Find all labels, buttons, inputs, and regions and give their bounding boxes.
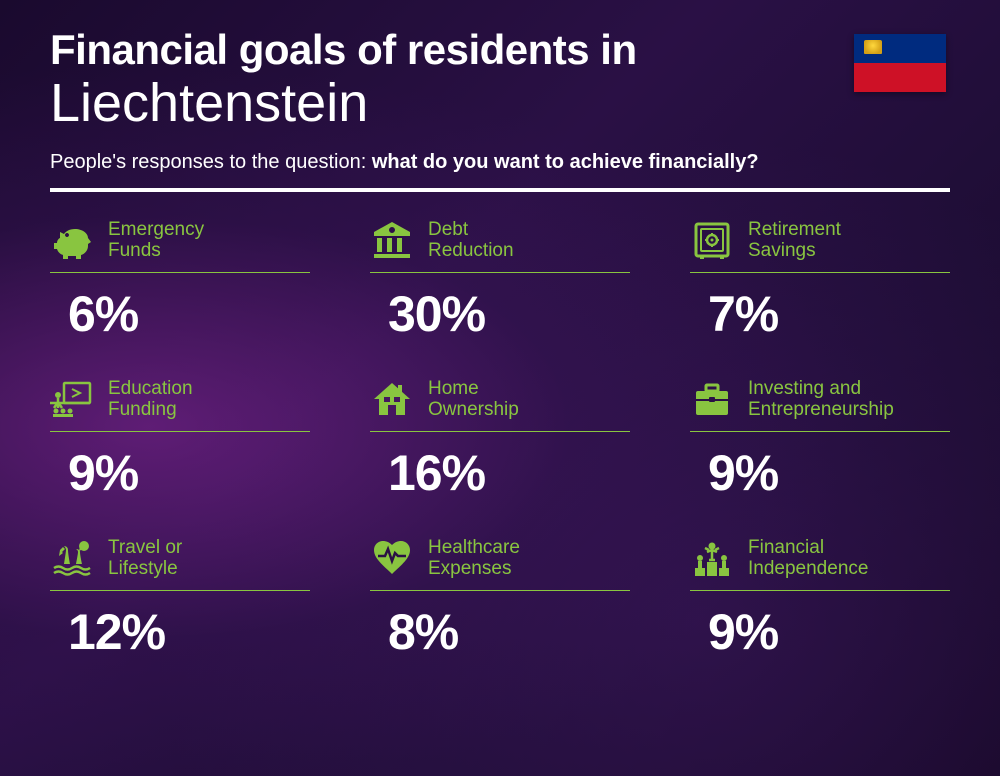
stat-label: Investing and Entrepreneurship xyxy=(748,378,894,422)
stat-cell: Travel or Lifestyle 12% xyxy=(50,536,310,661)
subtitle: People's responses to the question: what… xyxy=(50,151,950,174)
stat-header: Healthcare Expenses xyxy=(370,536,630,591)
stat-label-line2: Savings xyxy=(748,240,816,261)
stat-header: Emergency Funds xyxy=(50,218,310,273)
divider xyxy=(50,188,950,192)
stats-grid: Emergency Funds 6% Debt Reduction 30% Re… xyxy=(50,218,950,661)
bank-icon xyxy=(370,218,414,262)
flag-liechtenstein xyxy=(854,34,946,92)
piggy-bank-icon xyxy=(50,218,94,262)
stat-header: Financial Independence xyxy=(690,536,950,591)
stat-cell: Debt Reduction 30% xyxy=(370,218,630,343)
stat-value: 9% xyxy=(68,444,310,502)
healthcare-icon xyxy=(370,536,414,580)
stat-value: 9% xyxy=(708,603,950,661)
flag-bottom-stripe xyxy=(854,63,946,92)
stat-cell: Home Ownership 16% xyxy=(370,377,630,502)
stat-label-line1: Travel or xyxy=(108,537,182,558)
stat-header: Investing and Entrepreneurship xyxy=(690,377,950,432)
travel-icon xyxy=(50,536,94,580)
stat-cell: Investing and Entrepreneurship 9% xyxy=(690,377,950,502)
safe-icon xyxy=(690,218,734,262)
stat-label-line1: Healthcare xyxy=(428,537,520,558)
stat-value: 12% xyxy=(68,603,310,661)
education-icon xyxy=(50,377,94,421)
stat-label-line1: Retirement xyxy=(748,219,841,240)
stat-header: Education Funding xyxy=(50,377,310,432)
stat-value: 30% xyxy=(388,285,630,343)
subtitle-question: what do you want to achieve financially? xyxy=(372,151,759,173)
stat-label-line2: Independence xyxy=(748,558,868,579)
stat-cell: Education Funding 9% xyxy=(50,377,310,502)
stat-label-line1: Home xyxy=(428,378,479,399)
stat-label-line2: Entrepreneurship xyxy=(748,399,894,420)
header: Financial goals of residents in Liechten… xyxy=(50,28,950,133)
stat-cell: Healthcare Expenses 8% xyxy=(370,536,630,661)
subtitle-prefix: People's responses to the question: xyxy=(50,151,372,173)
stat-cell: Emergency Funds 6% xyxy=(50,218,310,343)
stat-label: Debt Reduction xyxy=(428,219,514,263)
flag-crown-icon xyxy=(864,40,882,54)
independence-icon xyxy=(690,536,734,580)
stat-value: 16% xyxy=(388,444,630,502)
stat-label-line2: Expenses xyxy=(428,558,511,579)
stat-label: Travel or Lifestyle xyxy=(108,537,182,581)
stat-label: Emergency Funds xyxy=(108,219,204,263)
stat-header: Retirement Savings xyxy=(690,218,950,273)
stat-label-line1: Education xyxy=(108,378,193,399)
flag-top-stripe xyxy=(854,34,946,63)
stat-label-line2: Funding xyxy=(108,399,177,420)
stat-cell: Retirement Savings 7% xyxy=(690,218,950,343)
title-block: Financial goals of residents in Liechten… xyxy=(50,28,854,133)
stat-label-line2: Funds xyxy=(108,240,161,261)
stat-label: Healthcare Expenses xyxy=(428,537,520,581)
stat-label-line1: Investing and xyxy=(748,378,861,399)
stat-label-line1: Financial xyxy=(748,537,824,558)
stat-label-line2: Ownership xyxy=(428,399,519,420)
stat-label: Financial Independence xyxy=(748,537,868,581)
briefcase-icon xyxy=(690,377,734,421)
stat-label: Education Funding xyxy=(108,378,193,422)
title-line-1: Financial goals of residents in xyxy=(50,28,854,72)
stat-value: 7% xyxy=(708,285,950,343)
stat-header: Home Ownership xyxy=(370,377,630,432)
stat-label-line2: Lifestyle xyxy=(108,558,178,579)
stat-label-line2: Reduction xyxy=(428,240,514,261)
stat-label-line1: Emergency xyxy=(108,219,204,240)
stat-label: Home Ownership xyxy=(428,378,519,422)
stat-label: Retirement Savings xyxy=(748,219,841,263)
stat-header: Debt Reduction xyxy=(370,218,630,273)
title-line-2: Liechtenstein xyxy=(50,74,854,133)
stat-value: 9% xyxy=(708,444,950,502)
stat-cell: Financial Independence 9% xyxy=(690,536,950,661)
stat-value: 8% xyxy=(388,603,630,661)
stat-value: 6% xyxy=(68,285,310,343)
stat-label-line1: Debt xyxy=(428,219,468,240)
stat-header: Travel or Lifestyle xyxy=(50,536,310,591)
house-icon xyxy=(370,377,414,421)
